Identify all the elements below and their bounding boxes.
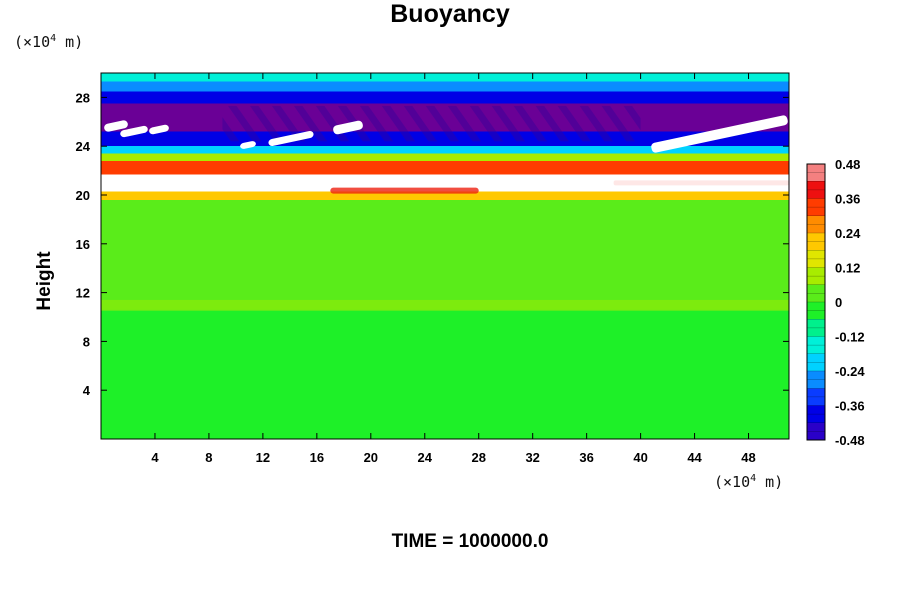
colorbar-tick-label: -0.36 <box>835 399 865 414</box>
colorbar-tick-label: -0.48 <box>835 433 865 448</box>
colorbar-tick-label: 0.36 <box>835 192 860 207</box>
colorbar-tick-label: -0.24 <box>835 364 865 379</box>
y-tick-label: 12 <box>76 286 90 301</box>
white-patch <box>104 120 128 132</box>
y-tick-label: 28 <box>76 90 90 105</box>
x-tick-label: 44 <box>687 450 702 465</box>
white-patch <box>240 141 256 149</box>
colorbar-tick-label: -0.12 <box>835 330 865 345</box>
white-patch <box>120 125 148 138</box>
colorbar-tick-label: 0.24 <box>835 226 861 241</box>
wave-texture <box>222 105 641 142</box>
white-band <box>101 179 789 187</box>
y-tick-label: 20 <box>76 188 90 203</box>
colorbar-tick-label: 0.12 <box>835 261 860 276</box>
x-tick-label: 32 <box>525 450 539 465</box>
x-tick-label: 20 <box>364 450 378 465</box>
y-tick-label: 8 <box>83 334 90 349</box>
mid-level-band <box>101 299 789 310</box>
x-tick-label: 48 <box>741 450 755 465</box>
red-streak <box>330 187 479 194</box>
x-tick-label: 12 <box>256 450 270 465</box>
white-patch <box>333 120 363 135</box>
x-tick-label: 4 <box>151 450 159 465</box>
plot-frame <box>100 72 790 440</box>
x-axis-unit: (×104 m) <box>714 473 784 491</box>
y-tick-label: 16 <box>76 237 90 252</box>
x-tick-label: 36 <box>579 450 593 465</box>
x-tick-label: 16 <box>310 450 324 465</box>
x-tick-label: 28 <box>471 450 485 465</box>
colorbar-tick-label: 0.48 <box>835 157 860 172</box>
y-axis-unit: (×104 m) <box>14 33 84 51</box>
time-label: TIME = 1000000.0 <box>391 531 549 552</box>
x-tick-label: 24 <box>418 450 433 465</box>
x-tick-label: 8 <box>205 450 212 465</box>
colorbar-tick-label: 0 <box>835 295 842 310</box>
white-patch <box>149 124 169 135</box>
y-tick-label: 24 <box>76 139 91 154</box>
x-tick-label: 40 <box>633 450 647 465</box>
white-patch <box>268 131 314 146</box>
white-patch <box>651 115 788 153</box>
chart-title: Buoyancy <box>390 0 510 28</box>
y-tick-label: 4 <box>83 383 91 398</box>
